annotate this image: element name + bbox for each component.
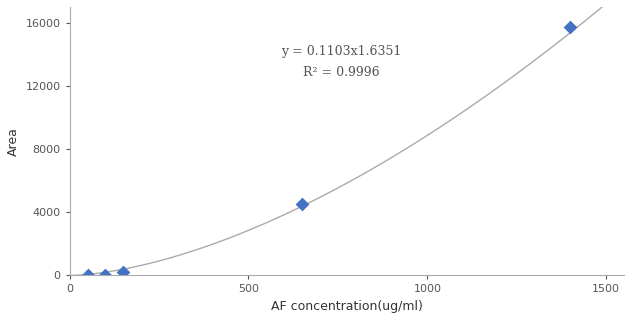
Point bbox=[118, 270, 128, 275]
Point bbox=[83, 273, 93, 278]
Text: y = 0.1103x1.6351
R² = 0.9996: y = 0.1103x1.6351 R² = 0.9996 bbox=[281, 45, 402, 79]
Point bbox=[297, 202, 307, 207]
X-axis label: AF concentration(ug/ml): AF concentration(ug/ml) bbox=[271, 300, 423, 313]
Point bbox=[100, 272, 110, 277]
Y-axis label: Area: Area bbox=[7, 127, 20, 156]
Point bbox=[565, 25, 575, 30]
